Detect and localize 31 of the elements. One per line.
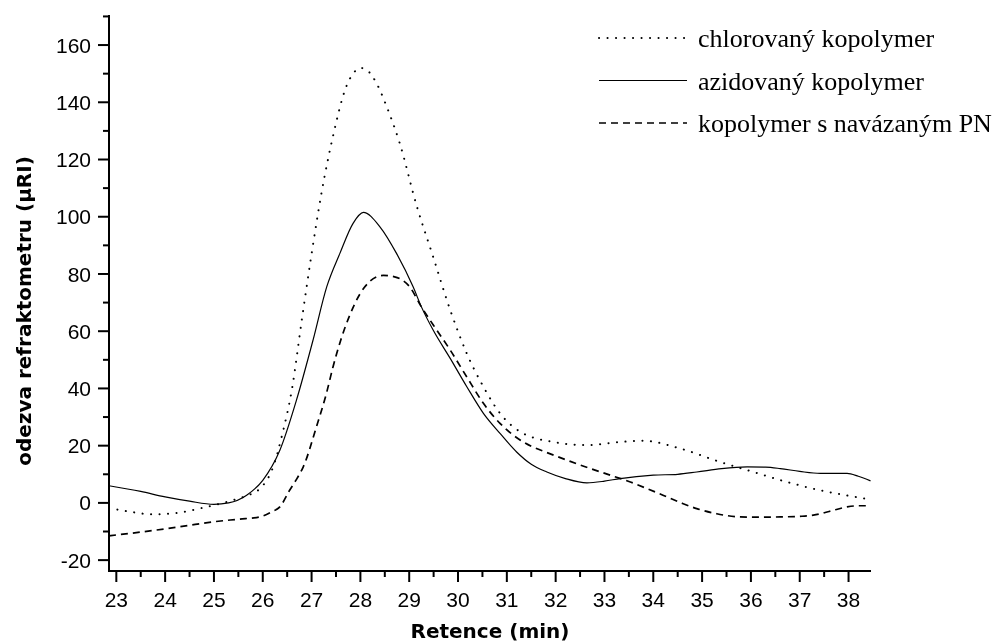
x-axis-title: Retence (min) [410,619,570,643]
x-tick-label: 36 [739,588,763,611]
y-axis-title: odezva refraktometru (μRI) [12,156,36,466]
x-tick-label: 24 [153,588,178,611]
legend-label: chlorovaný kopolymer [698,24,935,54]
legend-label: azidovaný kopolymer [698,66,925,96]
y-tick-label: 60 [67,319,91,343]
y-tick-label: 140 [55,90,91,114]
x-tick-label: 25 [202,588,226,611]
x-tick-label: 33 [592,588,617,611]
x-tick-label: 38 [836,588,861,611]
y-tick-label: -20 [60,548,91,572]
y-tick-label: 0 [79,491,91,515]
y-tick-label: 40 [67,376,91,400]
x-tick-label: 32 [543,588,568,611]
x-tick-label: 34 [641,588,666,611]
x-tick-label: 30 [446,588,470,611]
y-tick-label: 120 [55,148,91,172]
x-tick-label: 23 [104,588,128,611]
y-tick-label: 160 [55,33,91,57]
x-tick-label: 35 [690,588,714,611]
y-tick-label: 20 [67,434,91,458]
x-tick-label: 27 [299,588,324,611]
y-tick-label: 80 [67,262,91,286]
x-tick-label: 29 [397,588,421,611]
legend-label: kopolymer s navázaným PN [698,109,993,139]
x-tick-label: 37 [788,588,812,611]
x-tick-label: 28 [348,588,373,611]
y-tick-label: 100 [55,205,91,229]
x-tick-label: 31 [495,588,519,611]
x-tick-label: 26 [251,588,275,611]
